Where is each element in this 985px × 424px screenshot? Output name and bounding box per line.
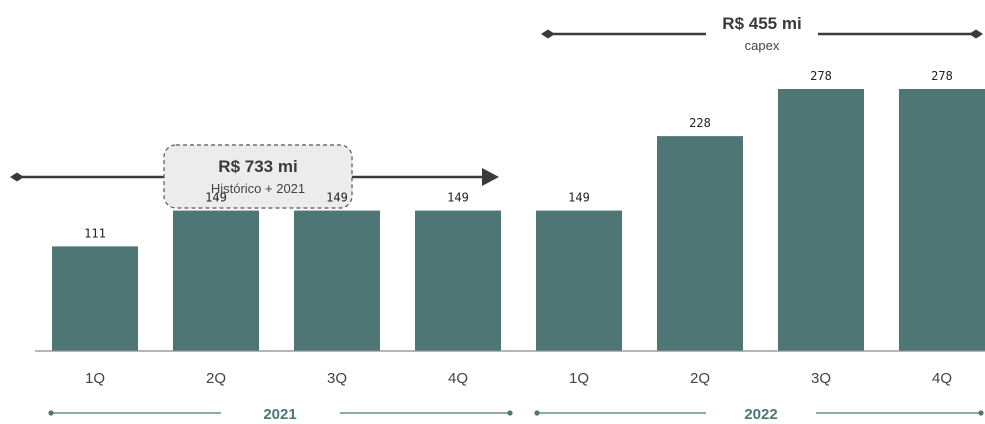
bar-1 [52,246,138,351]
bar-4 [415,210,501,351]
x-axis-ticks: 1Q 2Q 3Q 4Q 1Q 2Q 3Q 4Q [85,370,952,387]
capex-label: capex [745,38,780,53]
year-2021-left-dot-icon [48,410,54,416]
x-tick-label: 4Q [448,370,468,387]
bar-6 [657,136,743,351]
bars-group [52,89,985,351]
bar-value-label: 228 [689,116,711,130]
capex-bracket-right-end-icon [969,29,983,39]
x-tick-label: 1Q [85,370,105,387]
bar-value-label: 278 [810,69,832,83]
year-2021-label: 2021 [263,406,296,423]
x-tick-label: 2Q [690,370,710,387]
year-group-2022: 2022 [534,406,984,423]
x-tick-label: 3Q [327,370,347,387]
bar-value-label: 111 [84,226,106,240]
historic-callout-box [163,144,353,209]
x-tick-label: 2Q [206,370,226,387]
year-group-2021: 2021 [48,406,513,423]
bar-value-label: 149 [447,191,469,205]
x-tick-label: 3Q [811,370,831,387]
bar-7 [778,89,864,351]
capex-bracket: R$ 455 mi capex [541,14,983,53]
x-tick-label: 1Q [569,370,589,387]
capex-value: R$ 455 mi [722,14,801,33]
year-2022-right-dot-icon [978,410,984,416]
bar-value-label: 149 [326,191,348,205]
historic-arrow-start-icon [10,172,24,182]
year-2021-right-dot-icon [507,410,513,416]
year-2022-label: 2022 [744,406,777,423]
bar-value-label: 149 [205,191,227,205]
x-tick-label: 4Q [932,370,952,387]
historic-arrow: R$ 733 mi Histórico + 2021 [10,144,499,209]
bar-value-label: 278 [931,69,953,83]
bar-value-label: 149 [568,191,590,205]
historic-label: Histórico + 2021 [211,181,305,196]
capex-bracket-left-end-icon [541,29,555,39]
bar-3 [294,210,380,351]
year-2022-left-dot-icon [534,410,540,416]
bar-2 [173,210,259,351]
historic-arrow-head-icon [482,168,499,186]
value-labels-group: 111 149 149 149 149 228 278 278 [84,69,953,240]
historic-value: R$ 733 mi [218,157,297,176]
bar-5 [536,210,622,351]
bar-8 [899,89,985,351]
